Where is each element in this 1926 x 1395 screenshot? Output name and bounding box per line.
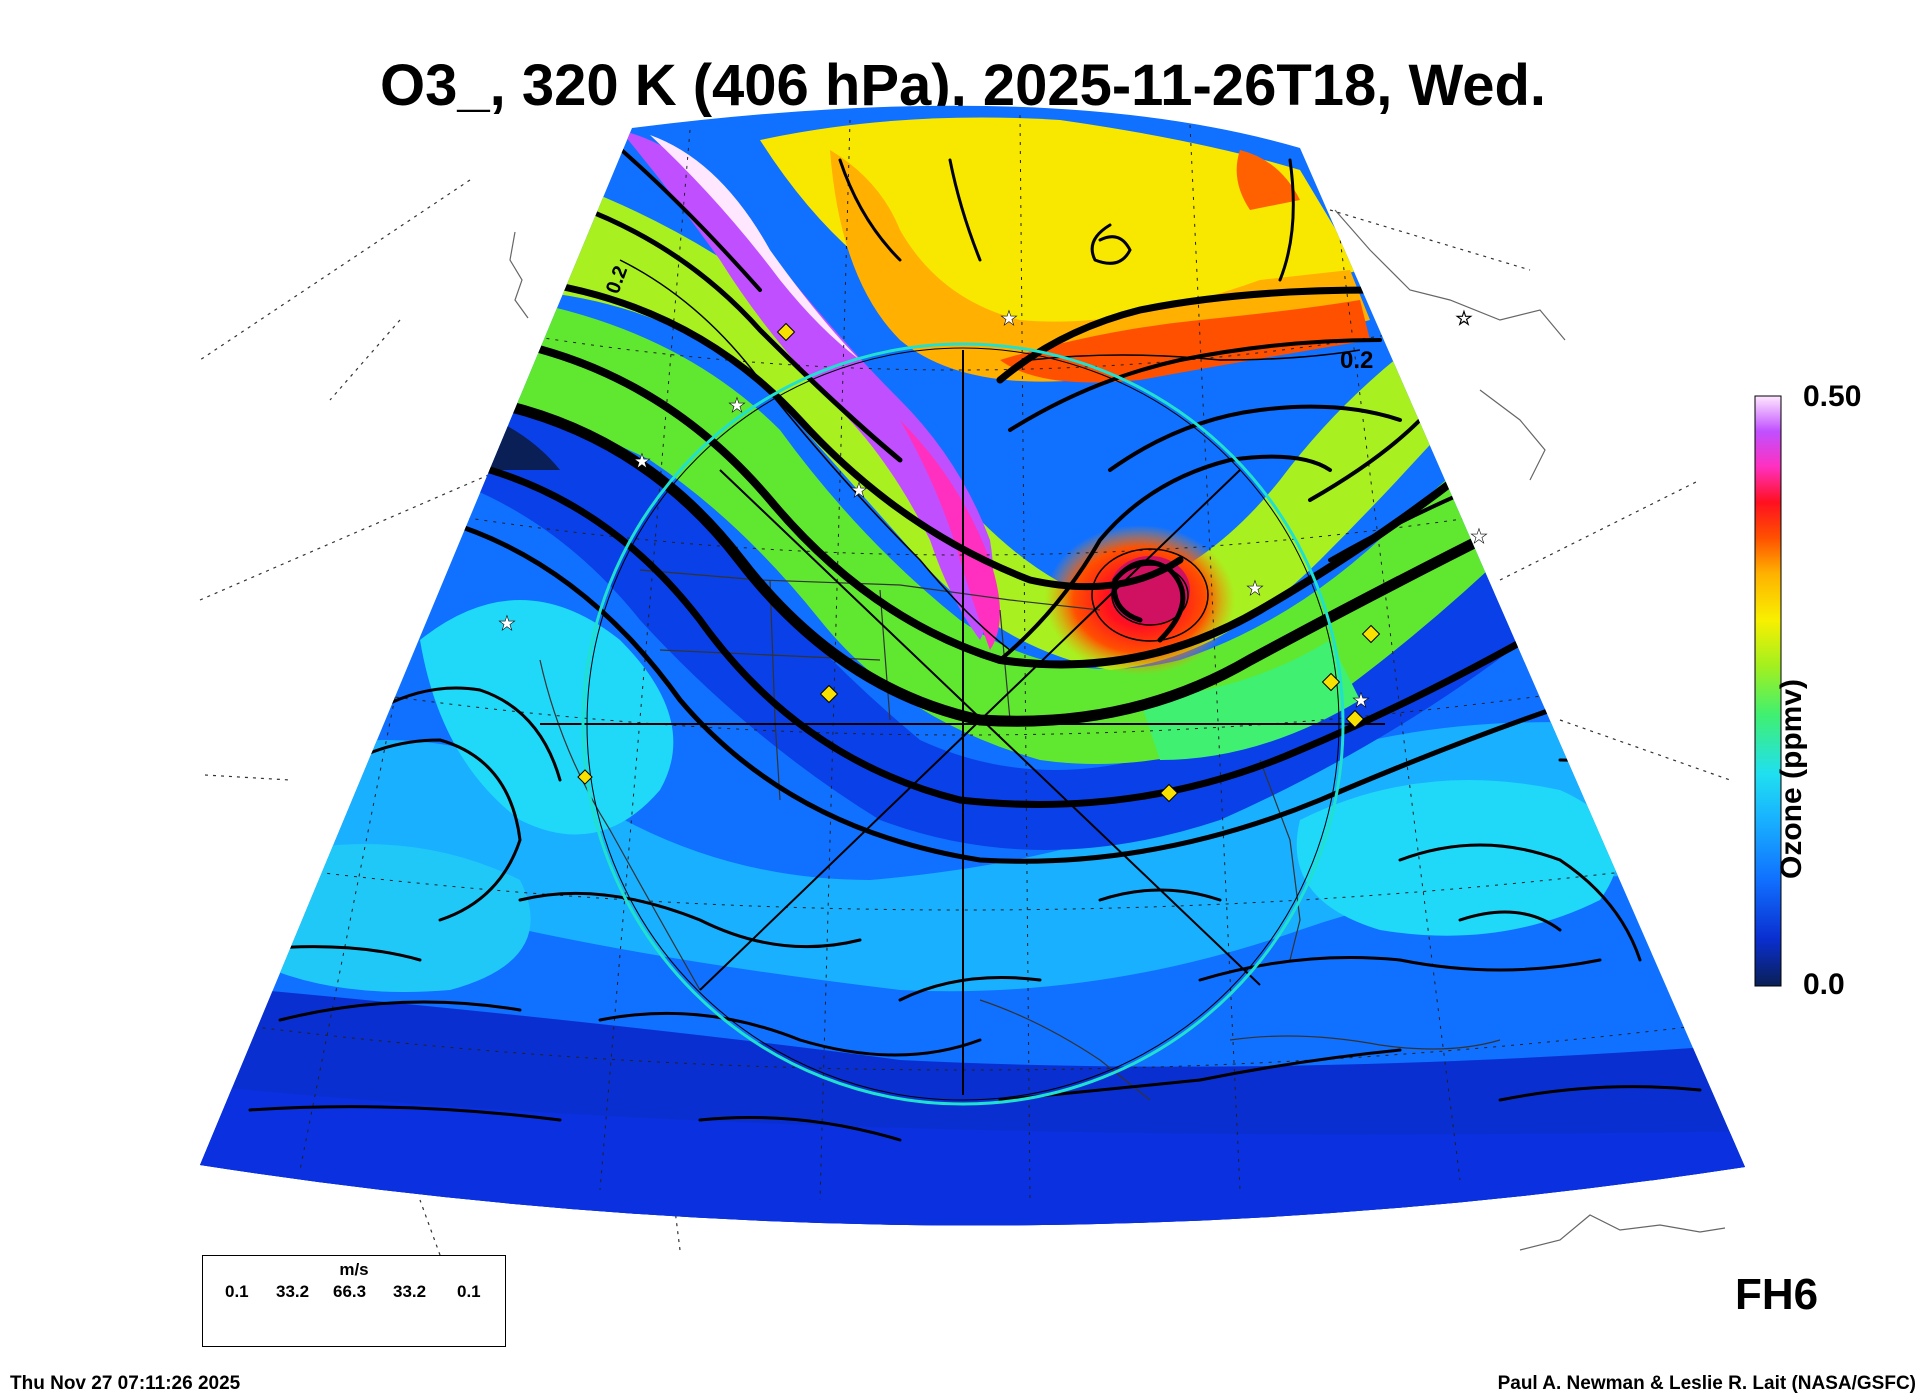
colorbar-min-label: 0.0 xyxy=(1803,968,1845,1002)
wind-legend: m/s 0.1 33.2 66.3 33.2 0.1 xyxy=(202,1255,506,1347)
wind-legend-value: 33.2 xyxy=(393,1282,426,1302)
wind-legend-value: 0.1 xyxy=(225,1282,249,1302)
wind-legend-value: 66.3 xyxy=(333,1282,366,1302)
wind-legend-value: 33.2 xyxy=(276,1282,309,1302)
star-marker: ★ xyxy=(633,449,651,473)
wind-legend-unit: m/s xyxy=(203,1260,505,1280)
wind-legend-value: 0.1 xyxy=(457,1282,481,1302)
star-marker: ★ xyxy=(728,393,746,417)
star-marker: ★ xyxy=(1246,576,1264,600)
colorbar-max-label: 0.50 xyxy=(1803,380,1861,414)
forecast-hour: FH6 xyxy=(1735,1270,1818,1320)
star-marker: ★ xyxy=(1000,306,1018,330)
star-marker: ★ xyxy=(1352,688,1370,712)
colorbar-axis-label: Ozone (ppmv) xyxy=(1775,629,1809,929)
star-marker: ☆ xyxy=(1455,306,1473,330)
footer-credit: Paul A. Newman & Leslie R. Lait (NASA/GS… xyxy=(1498,1373,1916,1395)
star-marker: ★ xyxy=(1470,524,1488,548)
contour-label: 0.2 xyxy=(1340,347,1373,374)
star-marker: ★ xyxy=(850,478,868,502)
footer-timestamp: Thu Nov 27 07:11:26 2025 xyxy=(10,1373,240,1395)
star-marker: ★ xyxy=(498,611,516,635)
